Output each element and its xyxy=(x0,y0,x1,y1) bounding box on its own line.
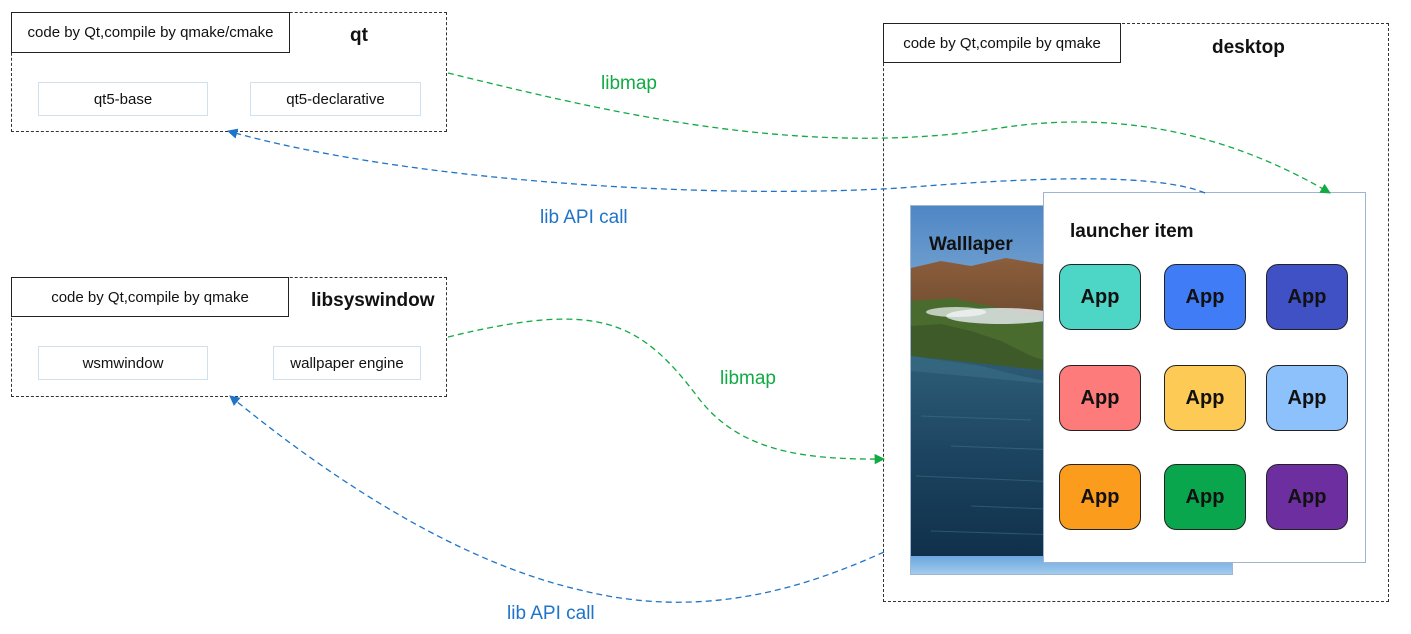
edge-label-libmap-qt: libmap xyxy=(601,73,657,94)
module-qt5-base[interactable]: qt5-base xyxy=(38,82,208,116)
app-tile[interactable]: App xyxy=(1266,464,1348,530)
libsyswindow-group-title: libsyswindow xyxy=(311,290,435,311)
launcher-panel: launcher item App App App App App App Ap… xyxy=(1043,192,1366,563)
libmap-arrow-libsyswindow xyxy=(447,318,886,465)
app-tile[interactable]: App xyxy=(1059,365,1141,431)
app-tile[interactable]: App xyxy=(1266,264,1348,330)
app-tile[interactable]: App xyxy=(1059,264,1141,330)
app-tile[interactable]: App xyxy=(1164,464,1246,530)
launcher-title: launcher item xyxy=(1070,221,1194,242)
qt-compile-note: code by Qt,compile by qmake/cmake xyxy=(11,12,290,53)
app-tile[interactable]: App xyxy=(1164,365,1246,431)
edge-label-api-call-qt: lib API call xyxy=(540,207,628,228)
edge-label-libmap-libsyswindow: libmap xyxy=(720,368,776,389)
api-call-arrow-libsyswindow xyxy=(229,395,885,603)
module-wsmwindow[interactable]: wsmwindow xyxy=(38,346,208,380)
desktop-group xyxy=(883,23,1389,602)
desktop-compile-note: code by Qt,compile by qmake xyxy=(883,23,1121,63)
libsyswindow-compile-note: code by Qt,compile by qmake xyxy=(11,277,289,317)
edge-label-api-call-libsyswindow: lib API call xyxy=(507,603,595,624)
module-wallpaper-engine[interactable]: wallpaper engine xyxy=(273,346,421,380)
app-tile[interactable]: App xyxy=(1059,464,1141,530)
app-tile[interactable]: App xyxy=(1164,264,1246,330)
module-qt5-declarative[interactable]: qt5-declarative xyxy=(250,82,421,116)
app-tile[interactable]: App xyxy=(1266,365,1348,431)
wallpaper-label: Walllaper xyxy=(929,234,1013,255)
qt-group-title: qt xyxy=(350,25,368,46)
desktop-group-title: desktop xyxy=(1212,37,1285,58)
